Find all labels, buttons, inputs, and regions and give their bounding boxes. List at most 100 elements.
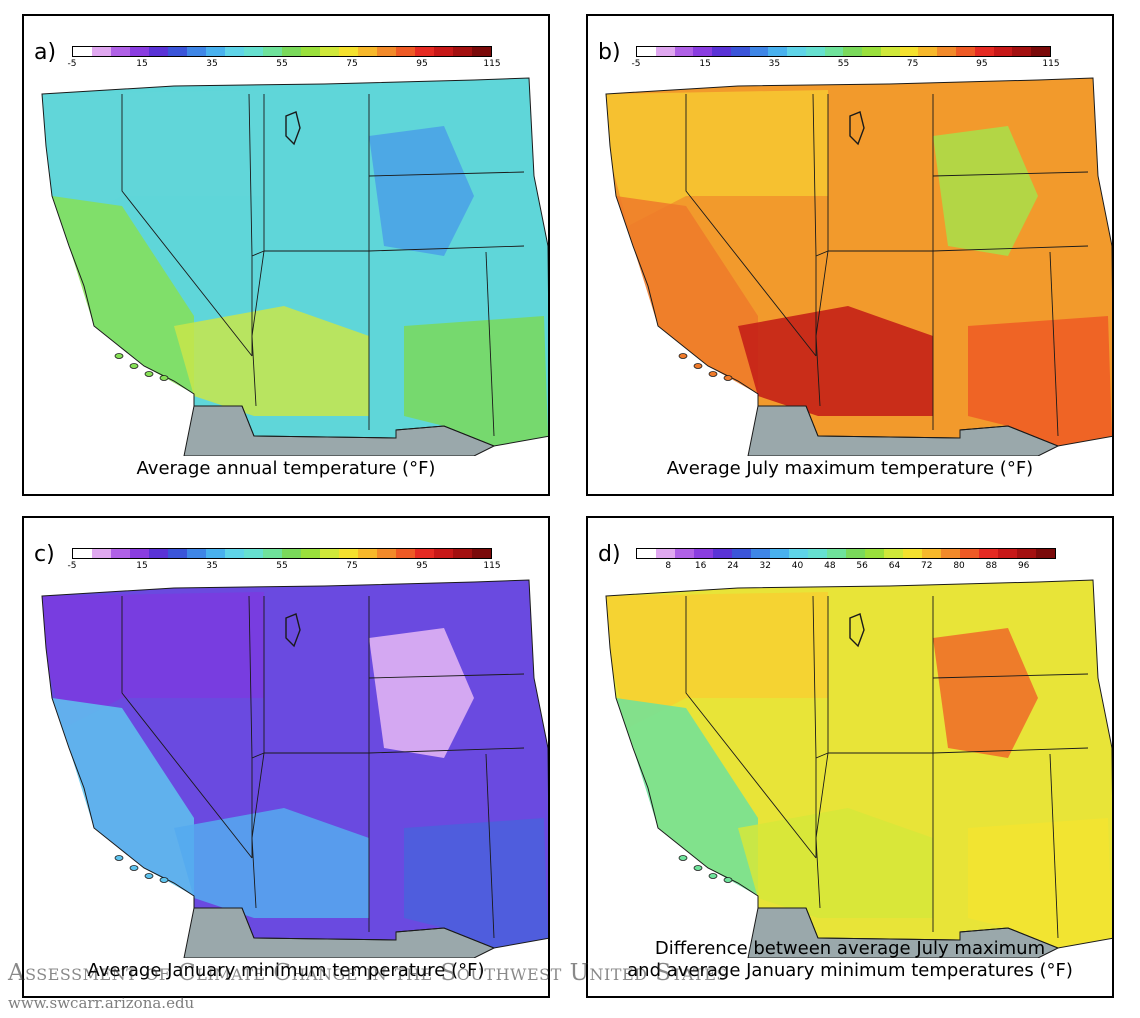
color-swatch — [693, 47, 713, 56]
color-swatch — [1031, 47, 1050, 56]
color-swatch — [789, 549, 808, 558]
state-border — [932, 245, 1089, 252]
state-border — [251, 752, 265, 759]
tick-label: 32 — [759, 561, 771, 571]
region-coast — [52, 698, 194, 896]
tick-label: 48 — [824, 561, 836, 571]
color-swatch — [918, 47, 938, 56]
color-swatch — [974, 47, 994, 56]
region-north — [42, 90, 264, 226]
tick-label: 35 — [206, 59, 218, 69]
island — [129, 363, 139, 369]
color-swatch — [111, 549, 130, 558]
color-swatch — [979, 549, 998, 558]
state-border — [815, 752, 829, 759]
color-swatch — [263, 549, 282, 558]
tick-label: 15 — [699, 59, 711, 69]
color-swatch — [149, 549, 168, 558]
map-panel-c: c) -5 15 35 55 75 95 115 Average January minim… — [22, 516, 550, 998]
tick-label: -5 — [67, 59, 77, 69]
island — [114, 855, 124, 861]
state-border — [1049, 251, 1059, 437]
footer-title: Assessment of Climate Change in the Sout… — [8, 960, 728, 986]
color-swatch — [130, 549, 149, 558]
region-rockies — [933, 628, 1038, 758]
color-swatch — [937, 47, 957, 56]
tick-label: 8 — [665, 561, 672, 571]
map-panel-b: b) -5 15 35 55 75 95 115 Average July maximum … — [586, 14, 1114, 496]
color-scale-swatches — [72, 548, 492, 559]
color-swatch — [377, 47, 396, 56]
color-scale-swatches — [636, 548, 1056, 559]
tick-label: 55 — [837, 59, 850, 69]
lake-outline — [849, 613, 865, 648]
state-border — [368, 673, 525, 679]
color-scale-swatches — [72, 46, 492, 57]
color-swatch — [862, 47, 881, 56]
color-swatch — [768, 47, 788, 56]
lake-outline — [285, 613, 301, 648]
color-swatch — [320, 549, 339, 558]
color-swatch — [960, 549, 979, 558]
tick-label: 75 — [346, 561, 358, 571]
island — [693, 363, 703, 369]
color-swatch — [225, 549, 244, 558]
tick-label: 115 — [483, 59, 501, 69]
color-swatch — [730, 47, 750, 56]
tick-label: 16 — [694, 561, 707, 571]
state-border — [263, 94, 370, 252]
color-swatch — [244, 47, 263, 56]
tick-label: 72 — [921, 561, 933, 571]
color-swatch — [92, 47, 111, 56]
state-border — [485, 251, 495, 437]
state-border — [368, 171, 525, 177]
color-swatch — [111, 47, 130, 56]
color-swatch — [846, 549, 865, 558]
state-border — [932, 171, 1089, 177]
island — [159, 375, 169, 381]
color-swatch — [339, 549, 358, 558]
panel-letter: a) — [34, 40, 57, 65]
color-swatch — [282, 549, 301, 558]
region-map — [605, 77, 1112, 456]
map-panel-a: a) -5 15 35 55 75 95 115 Average annual temper… — [22, 14, 550, 496]
tick-label: 88 — [985, 561, 998, 571]
island — [114, 353, 124, 359]
panel-caption: Average July maximum temperature (°F) — [588, 458, 1112, 480]
color-swatch — [92, 549, 111, 558]
state-border — [685, 94, 817, 357]
region-coast — [52, 196, 194, 394]
island — [159, 877, 169, 883]
island — [708, 371, 718, 377]
region-rockies — [369, 126, 474, 256]
region-south — [174, 306, 369, 416]
color-swatch — [453, 47, 472, 56]
color-swatch — [168, 47, 187, 56]
color-swatch — [880, 47, 900, 56]
color-swatch — [922, 549, 941, 558]
color-swatch — [358, 47, 377, 56]
color-swatch — [712, 47, 731, 56]
state-border — [121, 596, 253, 859]
region-south — [174, 808, 369, 918]
region-coast — [616, 196, 758, 394]
color-swatch — [415, 549, 434, 558]
color-swatch — [787, 47, 806, 56]
tick-label: 55 — [276, 561, 288, 571]
color-swatch — [993, 47, 1013, 56]
color-swatch — [320, 47, 339, 56]
color-swatch — [263, 47, 282, 56]
color-swatch — [434, 549, 453, 558]
tick-label: 56 — [856, 561, 868, 571]
color-swatch — [1012, 47, 1032, 56]
state-border — [815, 250, 829, 407]
color-swatch — [301, 549, 320, 558]
island — [144, 371, 154, 377]
map-panel-d: d) 8 16 24 32 40 48 56 64 72 80 88 96 Difference be… — [586, 516, 1114, 998]
tick-label: 75 — [346, 59, 358, 69]
color-swatch — [824, 47, 844, 56]
color-swatch — [187, 47, 206, 56]
region-outline — [41, 77, 548, 447]
color-swatch — [655, 47, 675, 56]
island — [678, 855, 688, 861]
